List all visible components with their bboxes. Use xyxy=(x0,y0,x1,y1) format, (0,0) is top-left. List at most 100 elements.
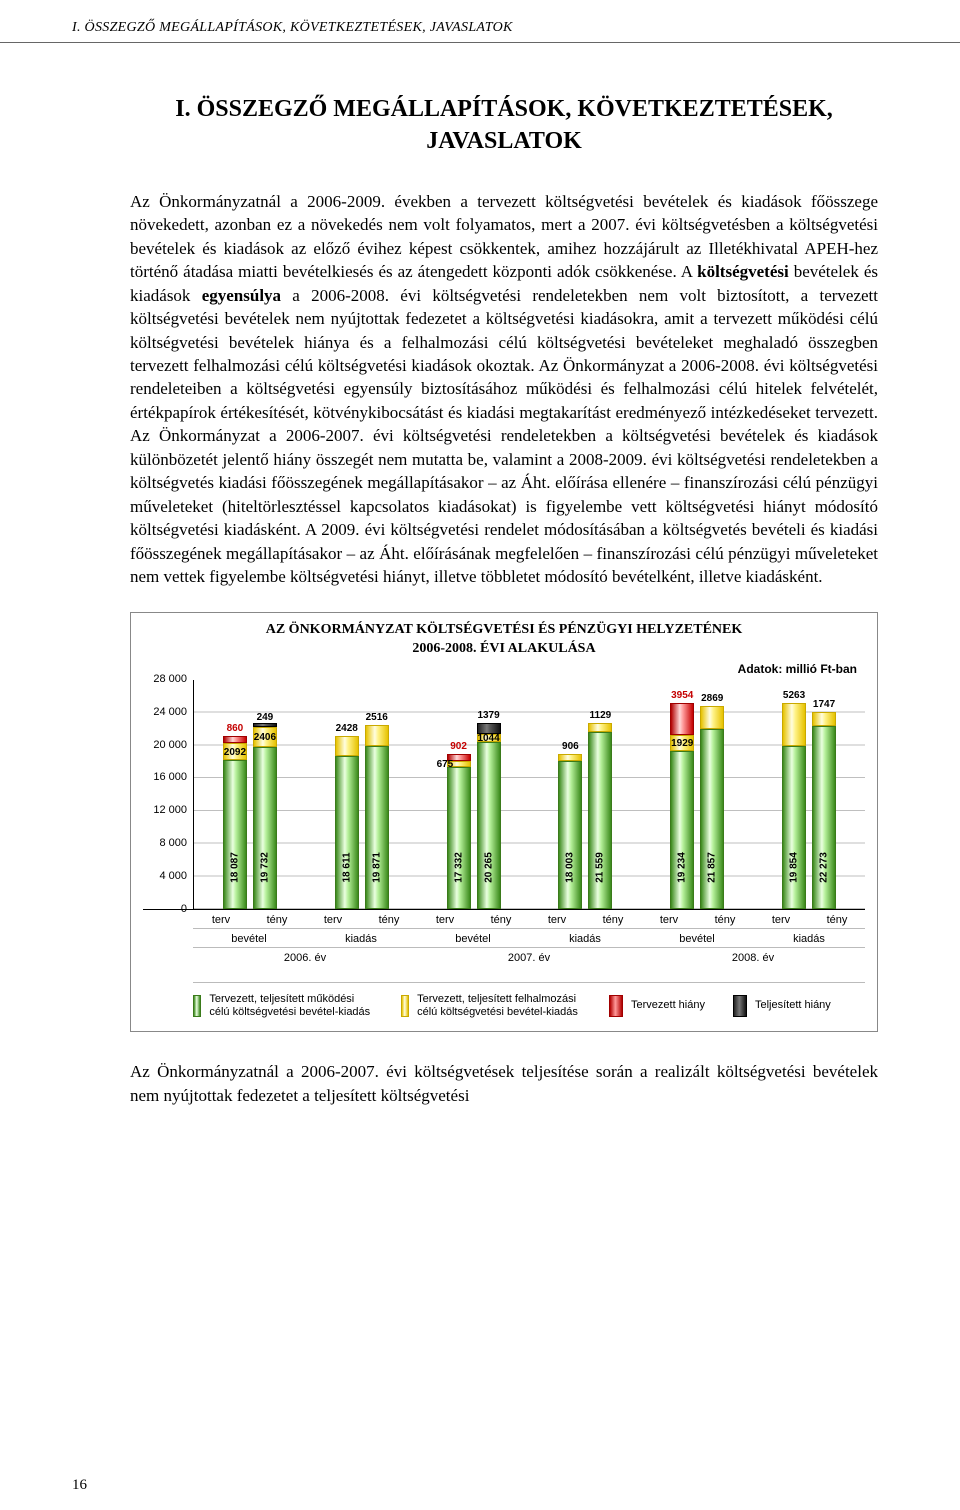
legend-item: Tervezett, teljesített működési célú köl… xyxy=(193,993,373,1019)
content: I. ÖSSZEGZŐ MEGÁLLAPÍTÁSOK, KÖVETKEZTETÉ… xyxy=(0,43,960,1107)
bar: 20 26510441379 xyxy=(477,723,501,909)
legend-item: Teljesített hiány xyxy=(733,993,831,1019)
bar: 19 8712516 xyxy=(365,725,389,909)
bar-base-label: 19 234 xyxy=(677,852,688,883)
legend-text: Tervezett hiány xyxy=(631,999,705,1012)
y-tick-label: 0 xyxy=(181,903,187,915)
bar: 22 2731747 xyxy=(812,712,836,909)
legend-text: Tervezett, teljesített felhalmozási célú… xyxy=(417,993,581,1019)
bar-group: 19 234 1929 3954 21 8572869 xyxy=(641,680,753,909)
x-pair-label: tény xyxy=(809,910,865,926)
bar-group: 19 854526322 2731747 xyxy=(753,680,865,909)
legend-text: Teljesített hiány xyxy=(755,999,831,1012)
bar: 18 6112428 xyxy=(335,736,359,909)
bar-mid-label: 2092 xyxy=(224,747,246,758)
bar-mid-label: 2516 xyxy=(366,712,388,723)
footer-paragraph: Az Önkormányzatnál a 2006-2007. évi költ… xyxy=(130,1060,878,1107)
bar-group: 17 33267590220 26510441379 xyxy=(418,680,530,909)
y-tick-label: 28 000 xyxy=(153,673,187,685)
bar-mid-label: 675 xyxy=(437,759,454,770)
legend-item: Tervezett, teljesített felhalmozási célú… xyxy=(401,993,581,1019)
y-tick-label: 16 000 xyxy=(153,771,187,783)
y-tick-label: 20 000 xyxy=(153,739,187,751)
x-pair-label: terv xyxy=(753,910,809,926)
bar-mid-label: 1929 xyxy=(671,738,693,749)
x-mid-label: kiadás xyxy=(529,928,641,945)
plot-area: 04 0008 00012 00016 00020 00024 00028 00… xyxy=(143,680,865,910)
x-pair-label: terv xyxy=(193,910,249,926)
bar: 18 003906 xyxy=(558,754,582,909)
x-pair-label: tény xyxy=(361,910,417,926)
bar-base-label: 18 087 xyxy=(229,852,240,883)
bar-base-label: 19 854 xyxy=(789,852,800,883)
bar-base-label: 17 332 xyxy=(453,852,464,883)
bar-base-label: 19 732 xyxy=(259,852,270,883)
bar-top-label: 249 xyxy=(257,712,274,723)
legend-swatch xyxy=(401,995,409,1017)
bar: 17 332675902 xyxy=(447,754,471,909)
legend: Tervezett, teljesített működési célú köl… xyxy=(193,982,865,1019)
bar-group: 18 611242819 8712516 xyxy=(306,680,418,909)
bar: 18 0872092860 xyxy=(223,736,247,909)
bar-base-label: 20 265 xyxy=(483,852,494,883)
x-axis-year-labels: 2006. év2007. év2008. év xyxy=(193,947,865,964)
bar: 19 7322406249 xyxy=(253,723,277,909)
x-pair-label: tény xyxy=(585,910,641,926)
bar-mid-label: 2406 xyxy=(254,732,276,743)
legend-item: Tervezett hiány xyxy=(609,993,705,1019)
bar: 21 5591129 xyxy=(588,723,612,909)
bar: 21 8572869 xyxy=(700,706,724,909)
x-pair-label: tény xyxy=(697,910,753,926)
x-year-label: 2008. év xyxy=(641,947,865,964)
x-mid-label: bevétel xyxy=(417,928,529,945)
bar-base-label: 21 559 xyxy=(595,852,606,883)
legend-swatch xyxy=(609,995,623,1017)
x-mid-label: kiadás xyxy=(753,928,865,945)
bar-mid-label: 906 xyxy=(562,741,579,752)
x-pair-label: terv xyxy=(417,910,473,926)
bar-mid-label: 1747 xyxy=(813,699,835,710)
x-mid-label: bevétel xyxy=(641,928,753,945)
legend-swatch xyxy=(733,995,747,1017)
bar-base-label: 19 871 xyxy=(371,852,382,883)
x-pair-label: terv xyxy=(641,910,697,926)
bar-base-label: 21 857 xyxy=(707,852,718,883)
legend-swatch xyxy=(193,995,201,1017)
x-pair-label: tény xyxy=(473,910,529,926)
x-mid-label: kiadás xyxy=(305,928,417,945)
bar-top-label: 1379 xyxy=(477,710,499,721)
y-tick-label: 4 000 xyxy=(159,870,187,882)
x-year-label: 2007. év xyxy=(417,947,641,964)
x-pair-label: terv xyxy=(305,910,361,926)
chart-container: AZ ÖNKORMÁNYZAT KÖLTSÉGVETÉSI ÉS PÉNZÜGY… xyxy=(130,612,878,1032)
bar-mid-label: 2428 xyxy=(336,723,358,734)
page: I. ÖSSZEGZŐ MEGÁLLAPÍTÁSOK, KÖVETKEZTETÉ… xyxy=(0,0,960,1510)
bar-base-label: 22 273 xyxy=(819,852,830,883)
y-axis: 04 0008 00012 00016 00020 00024 00028 00… xyxy=(143,680,193,909)
page-number: 16 xyxy=(72,1477,87,1494)
x-year-label: 2006. év xyxy=(193,947,417,964)
chart-units: Adatok: millió Ft-ban xyxy=(143,662,865,676)
plot: 18 087209286019 732240624918 611242819 8… xyxy=(193,680,865,909)
bar-base-label: 18 003 xyxy=(565,852,576,883)
x-axis-pair-labels: tervténytervténytervténytervténytervtény… xyxy=(193,910,865,926)
chart-title: AZ ÖNKORMÁNYZAT KÖLTSÉGVETÉSI ÉS PÉNZÜGY… xyxy=(143,621,865,657)
bar-mid-label: 1044 xyxy=(477,733,499,744)
y-tick-label: 8 000 xyxy=(159,837,187,849)
y-tick-label: 24 000 xyxy=(153,706,187,718)
bar-group: 18 00390621 5591129 xyxy=(529,680,641,909)
x-pair-label: tény xyxy=(249,910,305,926)
bar-top-label: 3954 xyxy=(671,690,693,701)
body-paragraph: Az Önkormányzatnál a 2006-2009. években … xyxy=(130,190,878,589)
x-axis-mid-labels: bevételkiadásbevételkiadásbevételkiadás xyxy=(193,928,865,945)
bar-mid-label: 5263 xyxy=(783,690,805,701)
x-pair-label: terv xyxy=(529,910,585,926)
y-tick-label: 12 000 xyxy=(153,804,187,816)
bar-top-label: 902 xyxy=(450,741,467,752)
bar-mid-label: 1129 xyxy=(590,710,612,721)
bar-group: 18 087209286019 7322406249 xyxy=(194,680,306,909)
bar: 19 8545263 xyxy=(782,703,806,909)
bar-base-label: 18 611 xyxy=(341,852,352,882)
chart-title-line1: AZ ÖNKORMÁNYZAT KÖLTSÉGVETÉSI ÉS PÉNZÜGY… xyxy=(266,622,743,637)
section-title: I. ÖSSZEGZŐ MEGÁLLAPÍTÁSOK, KÖVETKEZTETÉ… xyxy=(130,93,878,158)
